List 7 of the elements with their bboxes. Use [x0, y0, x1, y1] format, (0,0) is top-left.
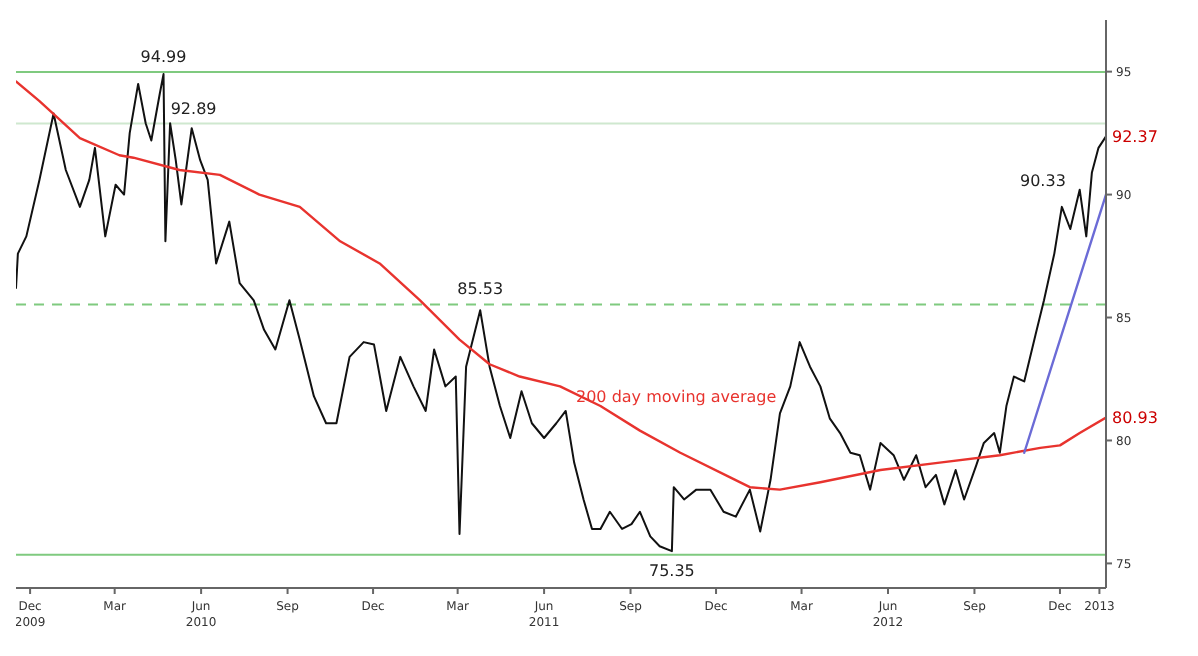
- annotation: 90.33: [1020, 172, 1066, 190]
- annotation: 94.99: [140, 47, 187, 66]
- annotation: 92.89: [170, 99, 217, 118]
- annotation: 75.35: [648, 562, 695, 581]
- annotation: 80.93: [1112, 409, 1158, 428]
- annotation: 92.37: [1112, 127, 1158, 146]
- annotation: 85.53: [457, 280, 504, 299]
